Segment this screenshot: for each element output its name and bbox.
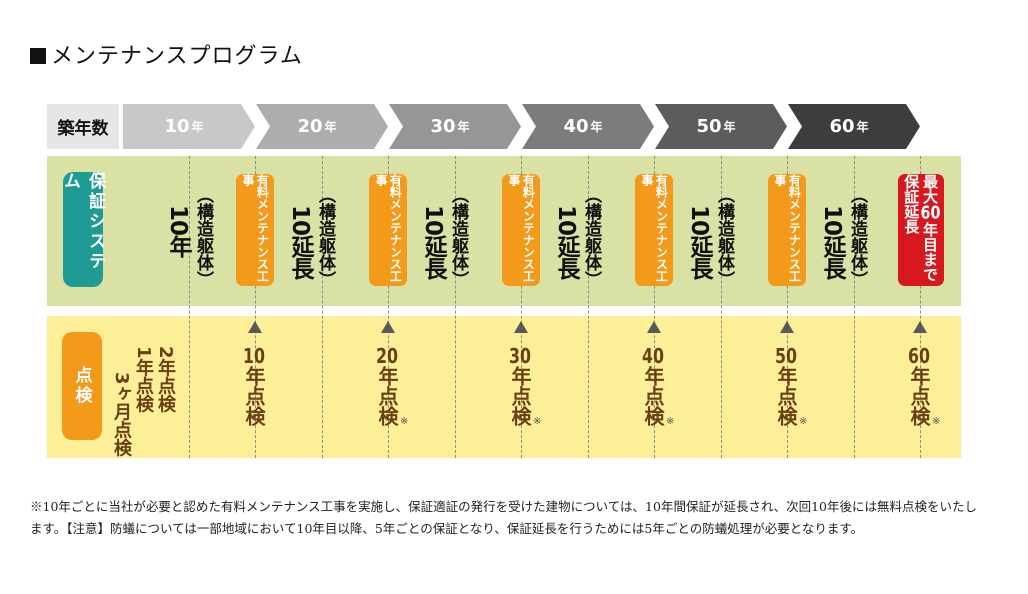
timeline-divider xyxy=(654,156,655,458)
square-bullet-icon xyxy=(30,48,46,64)
asterisk-mark: ※ xyxy=(533,416,542,427)
max-warranty-badge: 最大60年目まで保証延長 xyxy=(898,174,944,286)
inspection-band xyxy=(47,316,961,458)
paid-maintenance-badge: 有料メンテナンス工事 xyxy=(236,174,274,286)
structural-frame-label: （構造躯体） xyxy=(448,186,468,288)
age-header-label: 築年数 xyxy=(47,104,119,149)
inspection-2-year: 2年点検 xyxy=(155,346,176,413)
year-chevron-30: 30 年 xyxy=(389,104,521,149)
inspection-1-year: 1年点検 xyxy=(133,346,154,413)
timeline-divider xyxy=(388,156,389,458)
timeline-divider xyxy=(721,156,722,458)
structural-frame-label: （構造躯体） xyxy=(193,186,213,288)
warranty-extension-10-year: 10延長 xyxy=(287,205,313,280)
warranty-10-year: 10年 xyxy=(165,205,191,258)
triangle-up-icon xyxy=(514,321,528,333)
footnote: ※10年ごとに当社が必要と認めた有料メンテナンス工事を実施し、保証適証の発行を受… xyxy=(30,499,977,536)
structural-frame-label: （構造躯体） xyxy=(714,186,734,288)
timeline-divider xyxy=(787,156,788,458)
warranty-extension-10-year: 10延長 xyxy=(819,205,845,280)
asterisk-mark: ※ xyxy=(932,416,941,427)
timeline-divider xyxy=(920,156,921,458)
inspection-10-year: 10年点検 xyxy=(242,346,266,426)
inspection-3-month: 3ヶ月点検 xyxy=(111,372,132,457)
timeline-divider xyxy=(455,156,456,458)
timeline-divider xyxy=(521,156,522,458)
timeline-divider xyxy=(854,156,855,458)
year-chevron-50: 50 年 xyxy=(655,104,787,149)
year-chevron-40: 40 年 xyxy=(522,104,654,149)
asterisk-mark: ※ xyxy=(400,416,409,427)
timeline-divider xyxy=(189,156,190,458)
inspection-30-year: 30年点検 xyxy=(508,346,532,426)
triangle-up-icon xyxy=(647,321,661,333)
structural-frame-label: （構造躯体） xyxy=(581,186,601,288)
asterisk-mark: ※ xyxy=(799,416,808,427)
warranty-extension-10-year: 10延長 xyxy=(686,205,712,280)
page-title: メンテナンスプログラム xyxy=(30,38,303,70)
timeline-divider xyxy=(255,156,256,458)
inspection-60-year: 60年点検 xyxy=(907,346,931,426)
triangle-up-icon xyxy=(381,321,395,333)
year-chevron-60: 60 年 xyxy=(788,104,920,149)
inspection-40-year: 40年点検 xyxy=(641,346,665,426)
triangle-up-icon xyxy=(913,321,927,333)
paid-maintenance-badge: 有料メンテナンス工事 xyxy=(502,174,540,286)
inspection-50-year: 50年点検 xyxy=(774,346,798,426)
warranty-system-label: 保証システム xyxy=(60,172,105,287)
paid-maintenance-badge: 有料メンテナンス工事 xyxy=(369,174,407,286)
warranty-extension-10-year: 10延長 xyxy=(553,205,579,280)
structural-frame-label: （構造躯体） xyxy=(315,186,335,288)
timeline-divider xyxy=(322,156,323,458)
year-chevron-10: 10 年 xyxy=(123,104,255,149)
inspection-label: 点検 xyxy=(62,332,102,440)
year-chevron-20: 20 年 xyxy=(256,104,388,149)
paid-maintenance-badge: 有料メンテナンス工事 xyxy=(768,174,806,286)
triangle-up-icon xyxy=(248,321,262,333)
inspection-20-year: 20年点検 xyxy=(375,346,399,426)
triangle-up-icon xyxy=(780,321,794,333)
asterisk-mark: ※ xyxy=(666,416,675,427)
paid-maintenance-badge: 有料メンテナンス工事 xyxy=(635,174,673,286)
warranty-extension-10-year: 10延長 xyxy=(420,205,446,280)
structural-frame-label: （構造躯体） xyxy=(847,186,867,288)
timeline-divider xyxy=(588,156,589,458)
